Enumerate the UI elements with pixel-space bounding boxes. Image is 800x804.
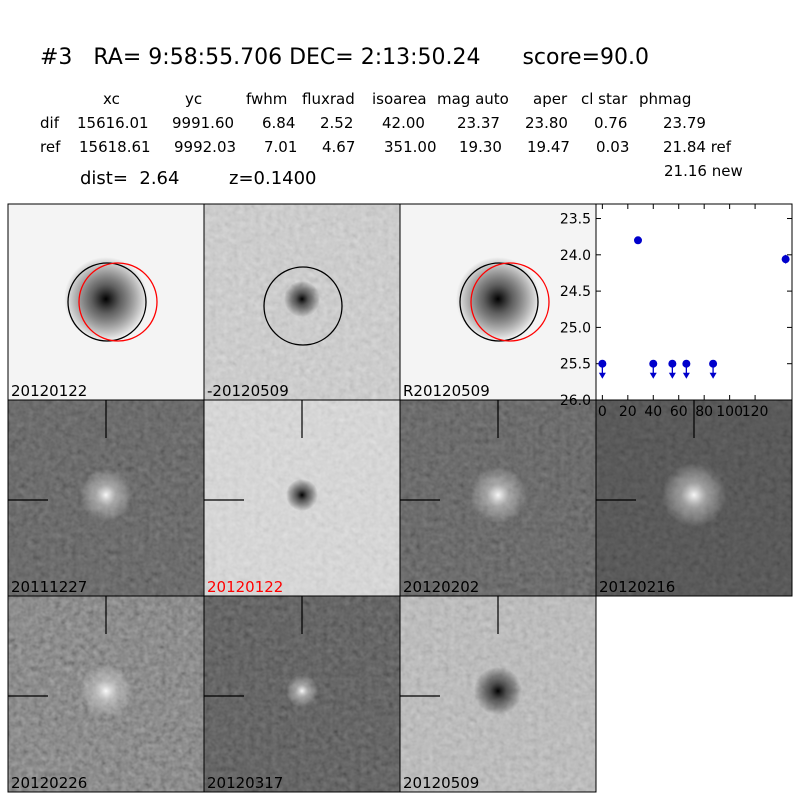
table-cell: 0.03 <box>596 138 629 156</box>
table-cell: 21.84 ref <box>663 138 732 156</box>
panel-label: 20120122 <box>11 382 87 400</box>
column-header: aper <box>533 90 568 108</box>
source <box>662 463 726 527</box>
dist: dist= 2.64 <box>80 168 179 189</box>
column-header: fluxrad <box>302 90 355 108</box>
upper-limit <box>598 359 607 368</box>
panel-label: 20120317 <box>207 774 283 792</box>
panel-label: 20120226 <box>11 774 87 792</box>
aperture-red <box>470 262 550 342</box>
upper-limit <box>709 359 718 368</box>
panel-label: 20120122 <box>207 578 283 596</box>
y-tick-label: 24.0 <box>560 248 591 264</box>
source <box>286 675 318 707</box>
upper-limit <box>682 359 691 368</box>
y-tick-label: 25.0 <box>560 320 591 336</box>
table-cell: 15618.61 <box>79 138 151 156</box>
table-cell: 23.79 <box>663 114 706 132</box>
column-header: phmag <box>639 90 691 108</box>
aperture-red <box>78 262 158 342</box>
source <box>456 257 540 341</box>
column-header: yc <box>185 90 202 108</box>
x-tick-label: 120 <box>742 404 769 420</box>
table-cell: 9991.60 <box>172 114 234 132</box>
panel-label: 20120509 <box>403 774 479 792</box>
source <box>64 257 148 341</box>
source <box>80 469 132 521</box>
panel-label: 20120202 <box>403 578 479 596</box>
x-tick-label: 60 <box>670 404 688 420</box>
table-note: 21.16 new <box>664 162 743 180</box>
panel-label: -20120509 <box>207 382 289 400</box>
source <box>284 281 320 317</box>
detection <box>781 255 790 264</box>
table-cell: 19.47 <box>527 138 570 156</box>
panel-label: 20111227 <box>11 578 87 596</box>
table-cell: 0.76 <box>594 114 627 132</box>
plot-background <box>596 204 792 400</box>
x-tick-label: 0 <box>598 404 607 420</box>
upper-limit-arrowhead <box>649 372 657 379</box>
y-tick-label: 25.5 <box>560 357 591 373</box>
y-tick-label: 26.0 <box>560 393 591 409</box>
row-label: dif <box>40 114 60 132</box>
detection <box>634 236 642 245</box>
table-cell: 7.01 <box>264 138 297 156</box>
source <box>80 665 132 717</box>
row-label: ref <box>40 138 61 156</box>
title: #3 RA= 9:58:55.706 DEC= 2:13:50.24 score… <box>40 45 649 70</box>
aperture-black <box>67 262 147 342</box>
upper-limit <box>649 359 658 368</box>
aperture-black <box>263 266 343 346</box>
panel-label: R20120509 <box>403 382 490 400</box>
panel-label: 20120216 <box>599 578 675 596</box>
source <box>470 467 526 523</box>
upper-limit-arrowhead <box>598 372 606 379</box>
x-tick-label: 80 <box>695 404 713 420</box>
x-tick-label: 100 <box>716 404 743 420</box>
column-header: mag auto <box>437 90 509 108</box>
column-header: fwhm <box>246 90 287 108</box>
column-header: isoarea <box>372 90 427 108</box>
x-tick-label: 40 <box>644 404 662 420</box>
panel-frame <box>399 595 597 793</box>
table-cell: 23.37 <box>457 114 500 132</box>
x-tick-label: 20 <box>619 404 637 420</box>
plot-frame <box>595 203 793 401</box>
column-header: cl star <box>581 90 628 108</box>
upper-limit-arrowhead <box>709 372 717 379</box>
table-cell: 23.80 <box>525 114 568 132</box>
aperture-black <box>459 262 539 342</box>
table-cell: 351.00 <box>384 138 437 156</box>
upper-limit-arrowhead <box>682 372 690 379</box>
source <box>474 667 522 715</box>
y-tick-label: 23.5 <box>560 212 591 228</box>
table-cell: 9992.03 <box>174 138 236 156</box>
table-cell: 15616.01 <box>77 114 149 132</box>
table-cell: 42.00 <box>382 114 425 132</box>
upper-limit-arrowhead <box>668 372 676 379</box>
column-header: xc <box>103 90 120 108</box>
y-tick-label: 24.5 <box>560 284 591 300</box>
table-cell: 2.52 <box>320 114 353 132</box>
source <box>286 479 318 511</box>
upper-limit <box>668 359 677 368</box>
table-cell: 4.67 <box>322 138 355 156</box>
table-cell: 19.30 <box>459 138 502 156</box>
table-cell: 6.84 <box>262 114 295 132</box>
redshift: z=0.1400 <box>229 168 317 189</box>
